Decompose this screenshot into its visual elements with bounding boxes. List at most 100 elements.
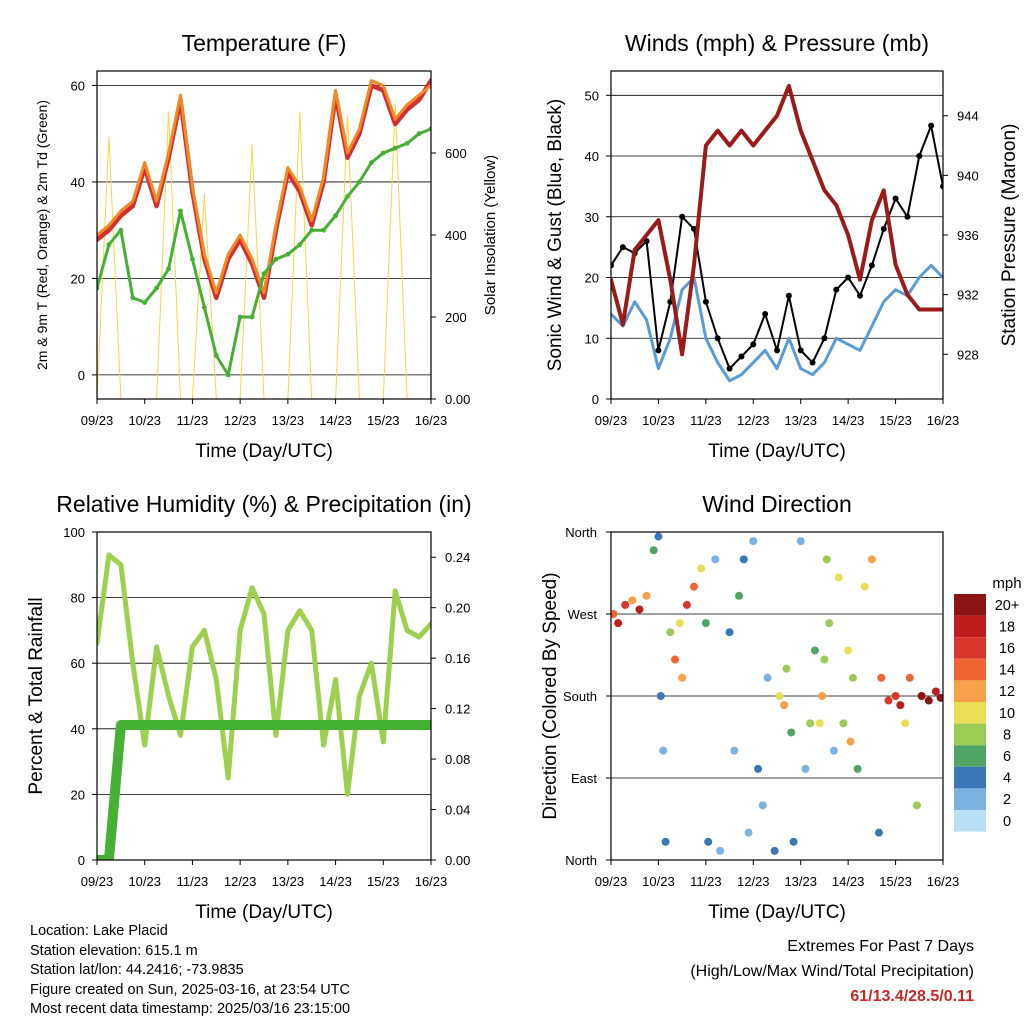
data-point — [821, 335, 828, 342]
chart-panel-2: Winds (mph) & Pressure (mb) Time (Day/UTC… — [545, 30, 1020, 462]
x-tick-label: 12/23 — [737, 413, 770, 428]
y-right-tick-label: 600 — [445, 146, 467, 161]
data-point — [904, 213, 911, 220]
y-tick-label: 100 — [63, 525, 85, 540]
x-tick-label: 16/23 — [415, 874, 448, 889]
y-tick-label: 20 — [585, 271, 599, 286]
chart-title: Relative Humidity (%) & Precipitation (i… — [56, 491, 471, 517]
data-point — [416, 131, 422, 137]
direction-point — [611, 610, 618, 618]
data-point — [213, 353, 219, 358]
plot-area — [611, 83, 943, 383]
direction-point — [716, 846, 725, 855]
x-tick-label: 14/23 — [319, 874, 352, 889]
x-tick-label: 13/23 — [272, 874, 305, 889]
direction-point — [877, 673, 886, 682]
data-point — [655, 347, 662, 354]
direction-point — [787, 728, 796, 737]
y-right-tick-label: 0.16 — [445, 651, 470, 666]
x-axis-title: Time (Day/UTC) — [195, 441, 333, 462]
direction-point — [671, 655, 680, 664]
colorbar-label: 14 — [999, 663, 1015, 679]
direction-point — [782, 664, 791, 673]
direction-point — [711, 555, 720, 564]
data-point — [916, 153, 923, 160]
colorbar-label: 6 — [1003, 749, 1011, 765]
direction-point — [848, 673, 857, 682]
data-point — [833, 286, 840, 293]
y-tick-label: 10 — [585, 331, 599, 346]
data-point — [357, 179, 362, 185]
direction-point — [846, 737, 855, 746]
y-tick-label: 40 — [71, 175, 85, 190]
y-tick-label: North — [565, 853, 597, 868]
y-tick-label: West — [568, 607, 598, 622]
data-point — [726, 365, 733, 372]
direction-point — [896, 701, 905, 710]
colorbar-label: 4 — [1003, 771, 1011, 787]
colorbar-swatch — [954, 680, 986, 702]
extremes-summary: Extremes For Past 7 Days (High/Low/Max W… — [690, 934, 974, 1009]
colorbar-swatch — [954, 615, 986, 638]
data-point — [142, 300, 148, 305]
x-tick-label: 10/23 — [128, 413, 161, 428]
direction-point — [815, 719, 824, 728]
colorbar-label: 18 — [999, 619, 1015, 635]
x-tick-label: 15/23 — [367, 874, 400, 889]
y-axis-right-title: Solar Insolation (Yellow) — [482, 155, 499, 315]
station-elevation: Station elevation: 615.1 m — [30, 942, 198, 959]
direction-point — [853, 764, 862, 773]
data-point — [130, 295, 136, 301]
x-tick-label: 09/23 — [81, 874, 114, 889]
y-tick-label: 80 — [71, 591, 85, 606]
x-tick-label: 14/23 — [832, 874, 865, 889]
y-tick-label: 20 — [71, 271, 85, 286]
x-tick-label: 16/23 — [927, 874, 960, 889]
direction-point — [884, 696, 893, 705]
direction-point — [675, 619, 684, 628]
y-axis-right-title: Station Pressure (Maroon) — [999, 124, 1020, 347]
direction-point — [834, 573, 843, 582]
x-tick-label: 09/23 — [595, 413, 628, 428]
series-sonic-wind — [611, 263, 943, 383]
colorbar-swatch — [954, 766, 986, 789]
direction-point — [725, 628, 734, 637]
direction-point — [690, 582, 698, 591]
data-point — [714, 335, 721, 342]
direction-point — [936, 693, 943, 702]
direction-point — [822, 555, 831, 564]
x-tick-label: 13/23 — [784, 874, 817, 889]
y-tick-label: 0 — [592, 392, 599, 407]
data-point — [225, 372, 231, 378]
chart-title: Wind Direction — [702, 491, 852, 517]
direction-point — [839, 719, 848, 728]
extremes-values: 61/13.4/28.5/0.11 — [850, 988, 974, 1005]
series-2m-t — [97, 78, 431, 300]
x-tick-label: 09/23 — [595, 874, 628, 889]
colorbar-swatch — [954, 810, 986, 832]
direction-point — [912, 801, 921, 810]
station-info: Location: Lake Placid Station elevation:… — [30, 922, 350, 1020]
y-right-tick-label: 400 — [445, 228, 467, 243]
direction-point — [891, 692, 900, 700]
direction-point — [905, 673, 914, 682]
data-point — [928, 122, 935, 129]
y-right-tick-label: 0.20 — [445, 601, 470, 616]
direction-point — [924, 696, 933, 705]
data-point — [619, 244, 626, 251]
data-point — [750, 341, 757, 348]
plot-frame — [96, 70, 432, 400]
data-point — [809, 359, 816, 366]
colorbar-swatch — [954, 723, 986, 746]
colorbar-swatch — [954, 594, 986, 616]
data-point — [380, 150, 386, 156]
direction-point — [780, 701, 789, 710]
data-point — [321, 227, 327, 233]
direction-point — [704, 837, 713, 846]
plot-area — [97, 552, 431, 860]
data-point — [309, 227, 315, 233]
data-point — [345, 194, 350, 199]
colorbar-label: 10 — [999, 706, 1015, 722]
x-tick-label: 15/23 — [879, 413, 912, 428]
direction-point — [754, 764, 763, 773]
